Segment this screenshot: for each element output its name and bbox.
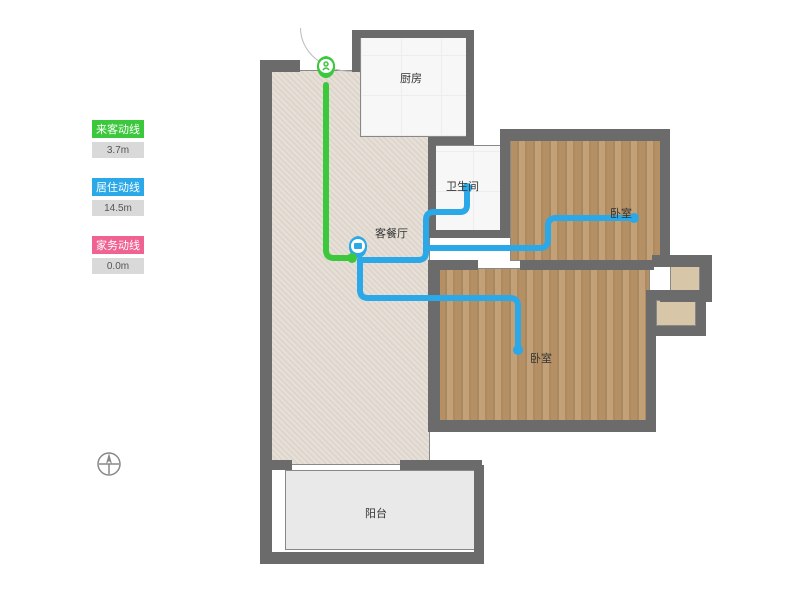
legend-item-live: 居住动线 14.5m [78, 178, 158, 216]
legend-value: 0.0m [92, 258, 144, 274]
legend-label: 来客动线 [96, 121, 140, 137]
wall [400, 460, 482, 470]
wall [500, 137, 510, 238]
wall [428, 420, 656, 432]
wall [260, 552, 484, 564]
legend-swatch: 来客动线 [92, 120, 144, 138]
legend: 来客动线 3.7m 居住动线 14.5m 家务动线 0.0m [78, 120, 158, 294]
window-sill [656, 300, 696, 326]
wall [428, 260, 440, 430]
room-bath [432, 145, 504, 233]
door-arc [300, 28, 352, 72]
floorplan: 客餐厅厨房卫生间卧室卧室阳台 [260, 30, 730, 570]
wall [474, 465, 484, 562]
wall [500, 129, 670, 141]
legend-swatch: 家务动线 [92, 236, 144, 254]
wall [438, 260, 478, 270]
wall [270, 460, 292, 470]
legend-value: 3.7m [92, 142, 144, 158]
legend-value: 14.5m [92, 200, 144, 216]
wall [428, 137, 436, 237]
compass-icon [95, 450, 123, 478]
legend-label: 居住动线 [96, 179, 140, 195]
room-bedroom2 [438, 268, 650, 424]
wall [520, 260, 654, 270]
wall [660, 129, 670, 263]
wall [352, 30, 474, 38]
room-bedroom1 [510, 137, 666, 261]
wall [466, 30, 474, 137]
wall [352, 30, 360, 72]
wall [428, 230, 506, 238]
legend-label: 家务动线 [96, 237, 140, 253]
wall [260, 60, 300, 72]
legend-item-guest: 来客动线 3.7m [78, 120, 158, 158]
window-sill [670, 266, 700, 292]
wall [260, 60, 272, 560]
legend-swatch: 居住动线 [92, 178, 144, 196]
legend-item-chore: 家务动线 0.0m [78, 236, 158, 274]
room-balcony [285, 470, 475, 550]
wall [656, 326, 706, 336]
wall [646, 290, 656, 430]
room-kitchen [360, 35, 470, 137]
